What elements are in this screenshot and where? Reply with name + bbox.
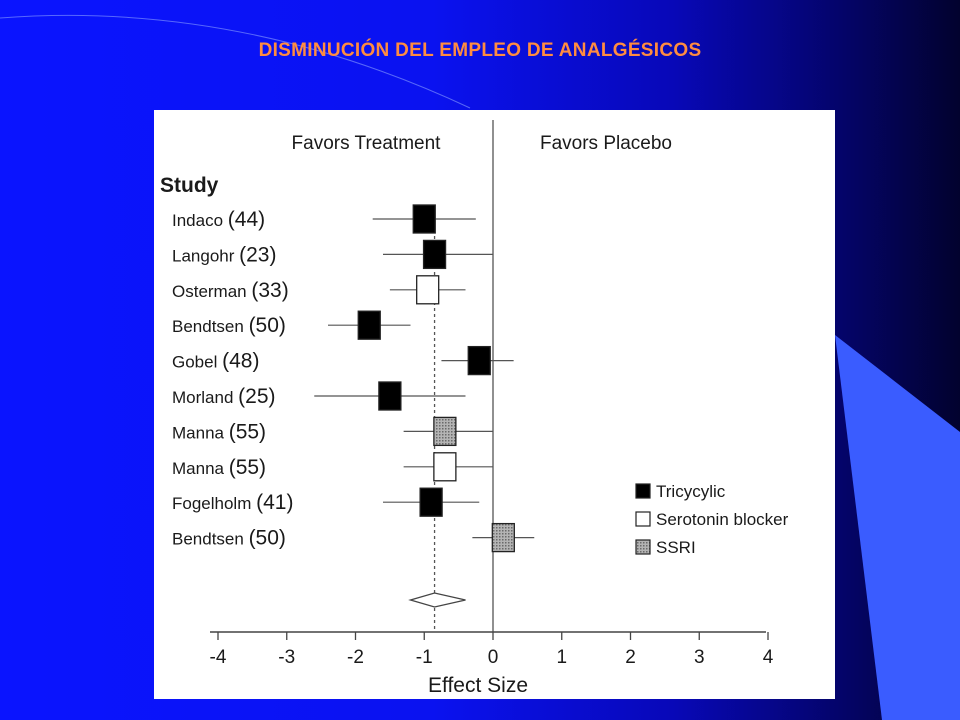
legend-swatch-serotonin-blocker xyxy=(635,511,651,527)
favors-treatment-label: Favors Treatment xyxy=(292,133,442,154)
study-label-osterman-3: Osterman (33) xyxy=(172,279,289,302)
study-label-gobel-5: Gobel (48) xyxy=(172,350,259,373)
x-tick-label-6: 1 xyxy=(556,647,567,668)
effect-marker-7 xyxy=(433,416,457,447)
effect-marker-5 xyxy=(467,345,491,376)
study-label-morland-6: Morland (25) xyxy=(172,385,276,408)
favors-placebo-label: Favors Placebo xyxy=(540,133,672,154)
x-tick-label-2: -3 xyxy=(278,647,295,668)
effect-marker-6 xyxy=(378,381,402,411)
x-tick-label-1: -4 xyxy=(210,647,227,668)
slide-title: DISMINUCIÓN DEL EMPLEO DE ANALGÉSICOS xyxy=(258,40,702,61)
legend: Tricycylic Serotonin blocker SSRI xyxy=(635,482,789,557)
study-column-header: Study xyxy=(160,174,219,197)
x-tick-label-9: 4 xyxy=(763,647,774,668)
x-tick-label-5: 0 xyxy=(488,647,499,668)
forest-plot: Favors Treatment Favors Placebo Study In… xyxy=(154,110,835,699)
study-label-indaco-1: Indaco (44) xyxy=(172,208,265,231)
effect-marker-1 xyxy=(412,204,436,234)
effect-marker-9 xyxy=(419,487,443,517)
x-tick-label-4: -1 xyxy=(416,647,433,668)
effect-marker-8 xyxy=(433,452,457,482)
effect-marker-10 xyxy=(491,522,515,553)
effect-marker-3 xyxy=(416,275,440,305)
legend-label-serotonin-blocker: Serotonin blocker xyxy=(656,510,789,529)
x-tick-label-7: 2 xyxy=(625,647,636,668)
study-label-manna-7: Manna (55) xyxy=(172,420,266,443)
study-label-manna-8: Manna (55) xyxy=(172,456,266,479)
x-tick-label-3: -2 xyxy=(347,647,364,668)
study-label-bendtsen-4: Bendtsen (50) xyxy=(172,314,286,337)
x-tick-label-8: 3 xyxy=(694,647,705,668)
legend-label-tricyclic: Tricycylic xyxy=(656,482,726,501)
pooled-estimate-diamond xyxy=(408,592,466,608)
x-axis-label: Effect Size xyxy=(428,674,528,697)
effect-marker-4 xyxy=(357,310,381,340)
legend-label-ssri: SSRI xyxy=(656,538,696,557)
study-label-langohr-2: Langohr (23) xyxy=(172,243,276,266)
study-label-bendtsen-10: Bendtsen (50) xyxy=(172,527,286,550)
effect-marker-2 xyxy=(422,239,447,270)
legend-swatch-ssri xyxy=(635,539,651,555)
study-label-fogelholm-9: Fogelholm (41) xyxy=(172,491,293,514)
legend-swatch-tricyclic xyxy=(635,483,651,499)
